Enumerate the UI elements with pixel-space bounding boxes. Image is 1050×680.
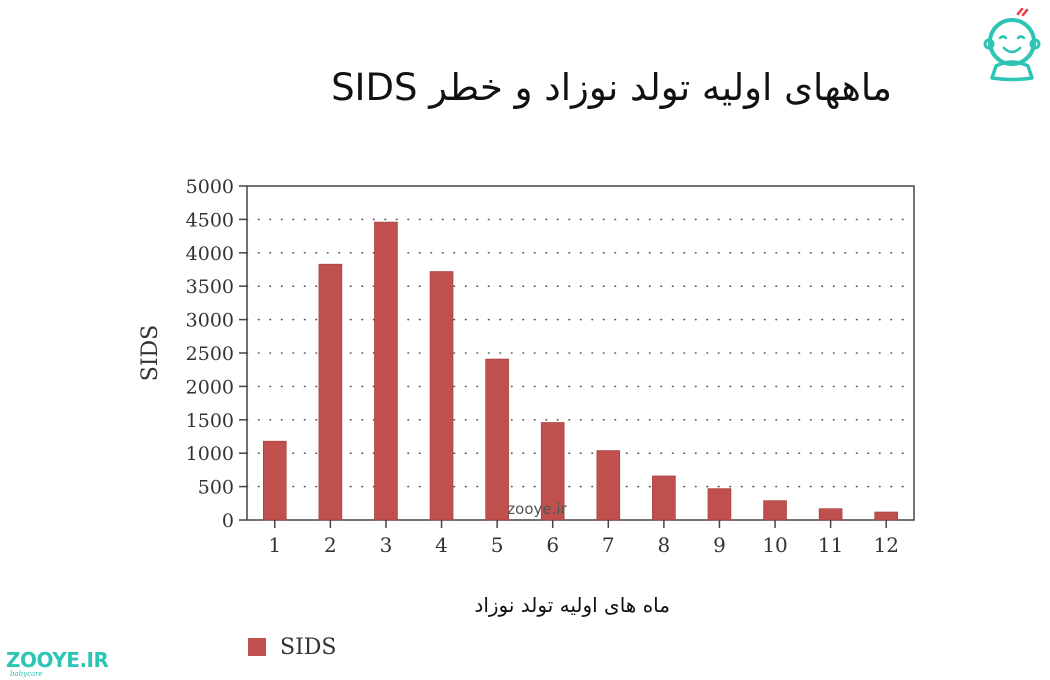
y-tick-label: 2500: [186, 343, 234, 365]
y-tick-label: 2000: [186, 376, 234, 398]
y-tick-label: 4500: [186, 209, 234, 231]
chart-legend: SIDS: [248, 632, 336, 662]
y-tick-label: 4000: [186, 243, 234, 265]
bar-month-12: [874, 511, 899, 521]
bar-month-1: [262, 440, 287, 521]
x-tick-label: 7: [602, 533, 615, 557]
x-tick-label: 9: [713, 533, 726, 557]
legend-label: SIDS: [280, 634, 337, 660]
brand-tagline: babycare: [10, 670, 43, 678]
brand-name: ZOOYE.IR: [6, 648, 109, 672]
x-tick-label: 8: [658, 533, 671, 557]
bar-month-3: [374, 221, 398, 521]
y-tick-label: 3000: [186, 310, 234, 332]
baby-face-icon: [983, 8, 1041, 82]
y-tick-label: 0: [222, 510, 234, 532]
x-tick-label: 3: [380, 533, 393, 557]
x-tick-label: 1: [268, 533, 281, 557]
x-tick-label: 4: [435, 533, 448, 557]
bar-month-11: [818, 508, 843, 521]
x-axis-label: ماه های اولیه تولد نوزاد: [474, 593, 670, 617]
y-tick-label: 1000: [186, 443, 234, 465]
x-tick-label: 12: [873, 533, 898, 557]
bar-month-4: [429, 271, 454, 521]
y-axis-label: SIDS: [138, 325, 163, 381]
bar-month-2: [318, 263, 343, 521]
x-tick-label: 11: [818, 533, 843, 557]
y-tick-label: 5000: [186, 176, 234, 198]
bar-month-5: [485, 358, 509, 521]
bar-month-9: [707, 488, 732, 521]
bar-month-7: [596, 450, 621, 521]
y-tick-label: 500: [198, 477, 234, 499]
x-tick-label: 6: [546, 533, 559, 557]
x-tick-label: 5: [491, 533, 504, 557]
x-tick-label: 2: [324, 533, 337, 557]
y-tick-label: 1500: [186, 410, 234, 432]
page-title: ماههای اولیه تولد نوزاد و خطر SIDS: [331, 66, 892, 109]
watermark: zooye.ir: [507, 500, 567, 518]
bar-month-10: [763, 500, 787, 521]
y-tick-label: 3500: [186, 276, 234, 298]
x-tick-label: 10: [762, 533, 787, 557]
brand-logo: ZOOYE.IR babycare: [6, 648, 109, 678]
legend-swatch: [248, 638, 266, 656]
bar-month-8: [652, 475, 676, 521]
